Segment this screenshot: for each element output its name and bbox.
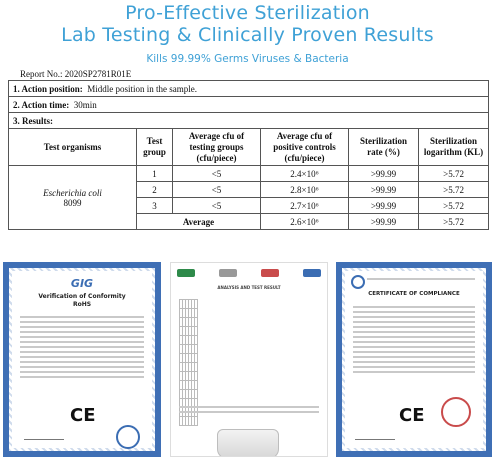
average-log: >5.72 [417, 213, 490, 230]
report-text-lines [171, 403, 327, 416]
report-number: Report No.: 2020SP2781R01E [20, 69, 132, 79]
rate-cell: >99.99 [348, 181, 419, 198]
table-row: 3 <5 2.7×10⁶ >99.99 >5.72 [9, 197, 490, 214]
ce-mark: CE [399, 405, 425, 426]
headline-kills-germs: Kills 99.99% Germs Viruses & Bacteria [146, 53, 349, 65]
testing-cell: <5 [172, 181, 261, 198]
action-time-row: 2. Action time: 30min [7, 96, 490, 113]
organism-name: Escherichia coli [43, 187, 102, 198]
rate-cell: >99.99 [348, 165, 419, 182]
group-cell: 2 [136, 181, 173, 198]
results-table: 1. Action position: Middle position in t… [7, 80, 490, 230]
report-heading: ANALYSIS AND TEST RESULT [217, 285, 281, 290]
stamp-seal [116, 425, 140, 449]
certificate-text-lines [12, 313, 152, 381]
results-label: 3. Results: [7, 112, 490, 129]
action-position-row: 1. Action position: Middle position in t… [7, 80, 490, 97]
average-row: Average 2.6×10⁶ >99.99 >5.72 [9, 213, 490, 230]
column-header-row: Test organisms Test group Average cfu of… [8, 128, 490, 166]
col-sterilization-log: Sterilization logarithm (KL) [417, 128, 490, 166]
certificate-subtitle: RoHS [72, 301, 92, 308]
group-cell: 1 [136, 165, 173, 182]
control-cell: 2.7×10⁶ [260, 197, 349, 214]
testing-cell: <5 [172, 197, 261, 214]
control-cell: 2.8×10⁶ [260, 181, 349, 198]
col-test-organisms: Test organisms [8, 128, 137, 166]
compliance-certificate-image: CERTIFICATE OF COMPLIANCE CE [336, 262, 492, 457]
table-row: Escherichia coli 8099 1 <5 2.4×10⁶ >99.9… [8, 165, 490, 230]
organism-code: 8099 [63, 197, 82, 208]
log-cell: >5.72 [417, 165, 490, 182]
average-label: Average [136, 213, 261, 230]
average-control: 2.6×10⁶ [260, 213, 349, 230]
lab-header-lines [359, 275, 483, 283]
testing-cell: <5 [172, 165, 261, 182]
log-cell: >5.72 [417, 181, 490, 198]
signature-line [24, 439, 64, 440]
results-label-row: 3. Results: [7, 112, 490, 129]
col-test-group: Test group [136, 128, 173, 166]
action-position-label: 1. Action position: [13, 83, 83, 94]
log-cell: >5.72 [417, 197, 490, 214]
lab-logo-icon [351, 275, 365, 289]
analysis-report-image: ANALYSIS AND TEST RESULT [170, 262, 328, 457]
headline-sterilization: Pro-Effective Sterilization [125, 2, 370, 24]
col-avg-positive: Average cfu of positive controls (cfu/pi… [260, 128, 349, 166]
certificate-title: CERTIFICATE OF COMPLIANCE [368, 291, 460, 297]
average-rate: >99.99 [348, 213, 419, 230]
action-position-value: Middle position in the sample. [87, 83, 198, 94]
certificate-title: Verification of Conformity [38, 293, 126, 300]
rohs-certificate-image: GIG Verification of Conformity RoHS CE [3, 262, 161, 457]
ce-mark: CE [70, 405, 96, 426]
organism-cell: Escherichia coli 8099 [8, 165, 137, 230]
table-row: 2 <5 2.8×10⁶ >99.99 >5.72 [9, 181, 490, 198]
col-avg-testing: Average cfu of testing groups (cfu/piece… [172, 128, 261, 166]
accreditation-logos [177, 269, 321, 277]
gig-logo: GIG [70, 277, 94, 290]
headline-lab-testing: Lab Testing & Clinically Proven Results [61, 24, 434, 46]
action-time-label: 2. Action time: [13, 99, 70, 110]
certificate-text-lines [345, 303, 483, 376]
signature-line [355, 439, 395, 440]
action-time-value: 30min [73, 99, 97, 110]
red-stamp-seal [441, 397, 471, 427]
group-cell: 3 [136, 197, 173, 214]
control-cell: 2.4×10⁶ [260, 165, 349, 182]
col-sterilization-rate: Sterilization rate (%) [348, 128, 419, 166]
rate-cell: >99.99 [348, 197, 419, 214]
sterilizer-tray-photo [217, 429, 279, 456]
